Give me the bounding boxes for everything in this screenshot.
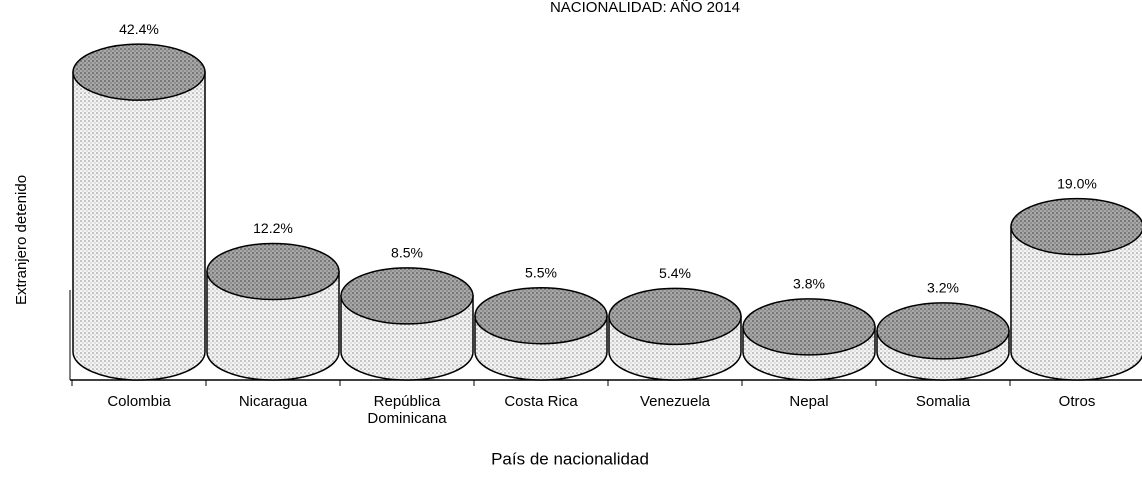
x-tick-label: Otros — [1058, 393, 1096, 410]
x-tick-label: Colombia — [107, 393, 171, 410]
x-tick-label: Somalia — [915, 393, 971, 410]
x-tick-label: Venezuela — [639, 393, 711, 410]
cylinder-body — [72, 71, 206, 381]
cylinder-top — [876, 302, 1010, 360]
cylinder-body — [1010, 225, 1142, 381]
cylinder-top — [1010, 197, 1142, 256]
x-tick-label: Nepal — [789, 393, 829, 410]
x-tick-label: República Dominicana — [367, 393, 447, 427]
x-axis-label: País de nacionalidad — [491, 449, 649, 468]
value-label: 12.2% — [253, 220, 293, 236]
value-label: 8.5% — [391, 245, 423, 261]
value-label: 42.4% — [119, 21, 159, 37]
cylinder-top — [72, 43, 206, 101]
value-label: 5.5% — [525, 264, 557, 280]
chart-title: NACIONALIDAD: AÑO 2014 — [550, 0, 740, 16]
cylinder-top — [474, 286, 608, 345]
cylinder-top — [340, 267, 474, 325]
x-tick-label: Costa Rica — [504, 393, 578, 410]
cylinder-body — [206, 270, 340, 381]
value-label: 3.8% — [793, 276, 825, 292]
x-tick-label: Nicaragua — [238, 393, 308, 410]
value-label: 5.4% — [659, 265, 691, 281]
cylinder-top — [742, 298, 876, 356]
value-label: 3.2% — [927, 280, 959, 296]
value-label: 19.0% — [1057, 175, 1097, 191]
cylinder-top — [206, 242, 340, 301]
cylinder-top — [608, 287, 742, 346]
y-axis-label: Extranjero detenido — [13, 175, 30, 305]
